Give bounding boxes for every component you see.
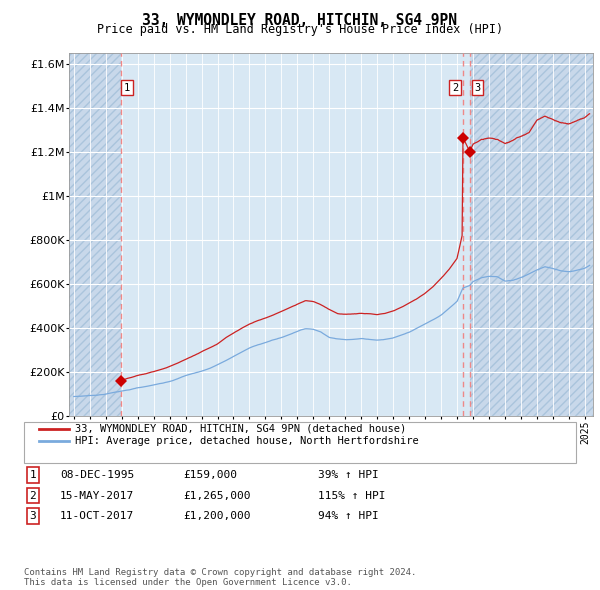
Text: 3: 3 (475, 83, 481, 93)
Text: £1,265,000: £1,265,000 (183, 491, 251, 500)
Text: £159,000: £159,000 (183, 470, 237, 480)
Text: 2: 2 (452, 83, 458, 93)
Text: 115% ↑ HPI: 115% ↑ HPI (318, 491, 386, 500)
Text: 11-OCT-2017: 11-OCT-2017 (60, 512, 134, 521)
Text: 08-DEC-1995: 08-DEC-1995 (60, 470, 134, 480)
Text: 33, WYMONDLEY ROAD, HITCHIN, SG4 9PN (detached house): 33, WYMONDLEY ROAD, HITCHIN, SG4 9PN (de… (75, 424, 406, 434)
Text: 1: 1 (124, 83, 130, 93)
Text: Price paid vs. HM Land Registry's House Price Index (HPI): Price paid vs. HM Land Registry's House … (97, 23, 503, 36)
Text: 3: 3 (29, 512, 37, 521)
Bar (69, 53, 121, 416)
Text: 15-MAY-2017: 15-MAY-2017 (60, 491, 134, 500)
Text: 1: 1 (29, 470, 37, 480)
Text: HPI: Average price, detached house, North Hertfordshire: HPI: Average price, detached house, Nort… (75, 436, 419, 445)
Text: 2: 2 (29, 491, 37, 500)
Text: 39% ↑ HPI: 39% ↑ HPI (318, 470, 379, 480)
Text: £1,200,000: £1,200,000 (183, 512, 251, 521)
Text: 33, WYMONDLEY ROAD, HITCHIN, SG4 9PN: 33, WYMONDLEY ROAD, HITCHIN, SG4 9PN (143, 12, 458, 28)
Bar (470, 53, 593, 416)
Text: Contains HM Land Registry data © Crown copyright and database right 2024.
This d: Contains HM Land Registry data © Crown c… (24, 568, 416, 587)
Text: 94% ↑ HPI: 94% ↑ HPI (318, 512, 379, 521)
